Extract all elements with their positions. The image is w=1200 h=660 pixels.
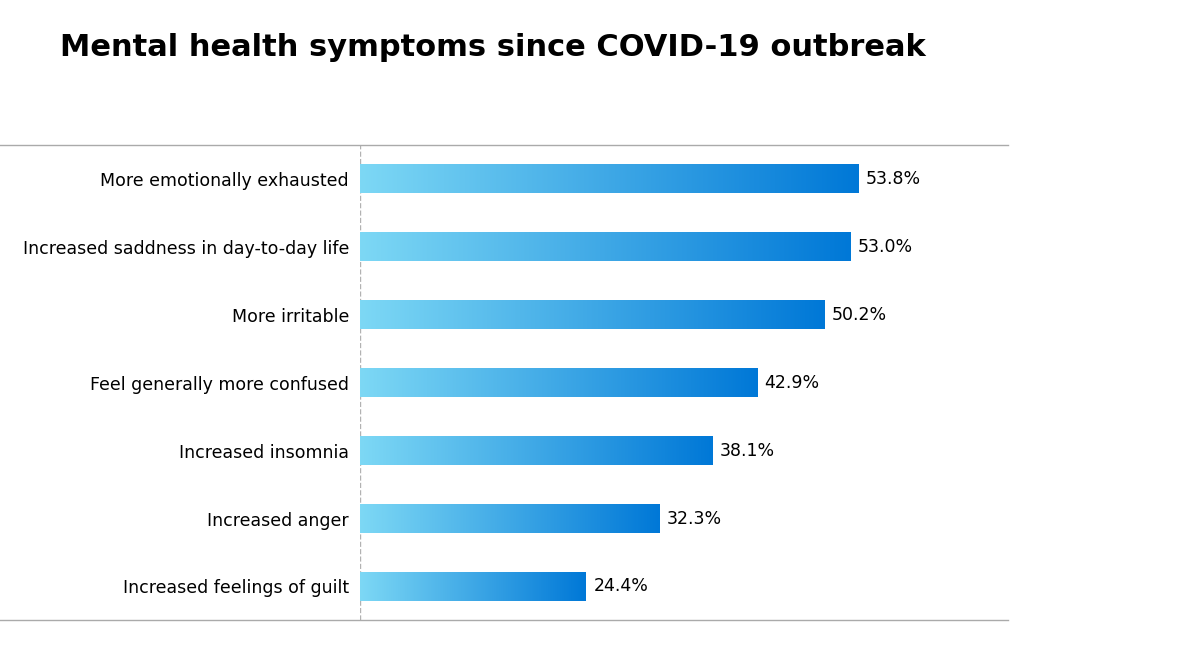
Text: 24.4%: 24.4% bbox=[593, 578, 648, 595]
Text: 53.0%: 53.0% bbox=[858, 238, 913, 256]
Text: 38.1%: 38.1% bbox=[720, 442, 775, 459]
Text: 32.3%: 32.3% bbox=[666, 510, 721, 527]
Text: 42.9%: 42.9% bbox=[764, 374, 820, 392]
Text: 50.2%: 50.2% bbox=[832, 306, 887, 324]
Text: Mental health symptoms since COVID-19 outbreak: Mental health symptoms since COVID-19 ou… bbox=[60, 33, 925, 62]
Text: 53.8%: 53.8% bbox=[865, 170, 920, 188]
